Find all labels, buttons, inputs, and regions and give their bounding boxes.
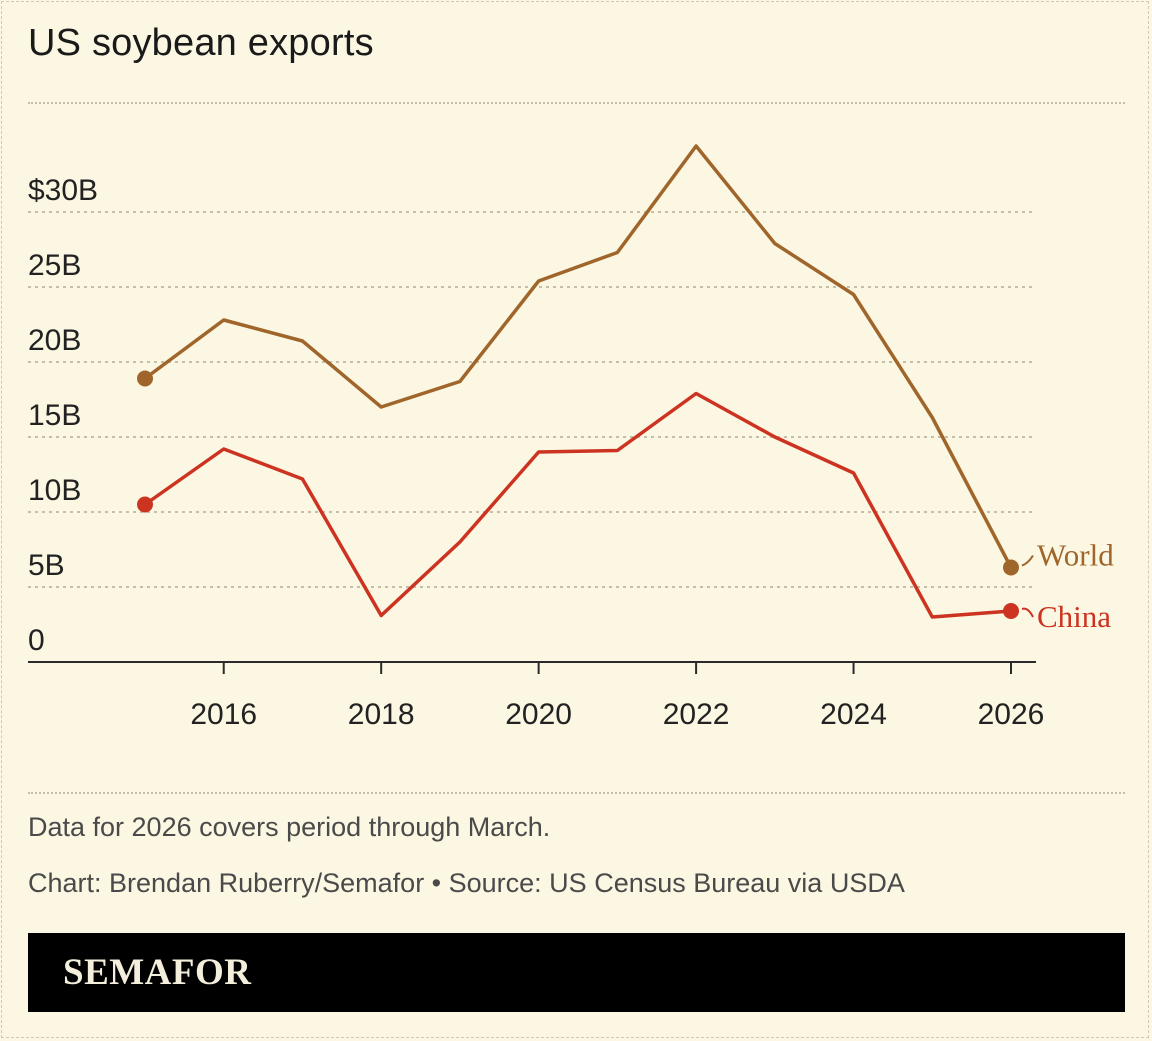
series-lines: World China	[137, 144, 1114, 634]
china-start-point	[137, 496, 153, 513]
source-credit: Chart: Brendan Ruberry/Semafor • Source:…	[28, 868, 905, 898]
x-tick-label: 2026	[978, 698, 1045, 731]
y-tick-label: $30B	[28, 174, 98, 207]
top-divider	[28, 102, 1125, 104]
chart-title: US soybean exports	[28, 22, 374, 64]
x-axis: 2016 2018 2020 2022 2024 2026	[28, 661, 1045, 731]
y-tick-label: 5B	[28, 549, 65, 582]
world-series-label: World	[1037, 538, 1114, 573]
y-tick-label: 15B	[28, 399, 81, 432]
line-chart: 0 5B 10B 15B 20B 25B $30B 2016 2018 2020 2022 2024…	[28, 144, 1114, 731]
y-tick-label: 0	[28, 624, 45, 657]
footer-divider	[28, 792, 1125, 794]
x-tick-label: 2016	[190, 698, 257, 731]
x-tick-label: 2022	[663, 698, 730, 731]
x-tick-label: 2018	[348, 698, 415, 731]
world-label-connector	[1021, 554, 1034, 567]
y-tick-label: 10B	[28, 474, 81, 507]
china-series-line	[143, 391, 1012, 619]
china-end-point	[1003, 603, 1019, 619]
china-label-connector	[1021, 607, 1034, 618]
x-tick-label: 2020	[505, 698, 572, 731]
footnote: Data for 2026 covers period through Marc…	[28, 812, 551, 842]
x-tick-label: 2024	[820, 698, 887, 731]
y-axis-ticks: 0 5B 10B 15B 20B 25B $30B	[28, 174, 98, 657]
brand-bar: SEMAFOR	[28, 933, 1125, 1012]
world-series-line	[143, 144, 1013, 569]
y-tick-label: 20B	[28, 324, 81, 357]
world-end-point	[1003, 559, 1019, 576]
semafor-logo: SEMAFOR	[63, 952, 252, 993]
y-tick-label: 25B	[28, 249, 81, 282]
world-start-point	[137, 370, 153, 387]
china-series-label: China	[1037, 599, 1111, 634]
